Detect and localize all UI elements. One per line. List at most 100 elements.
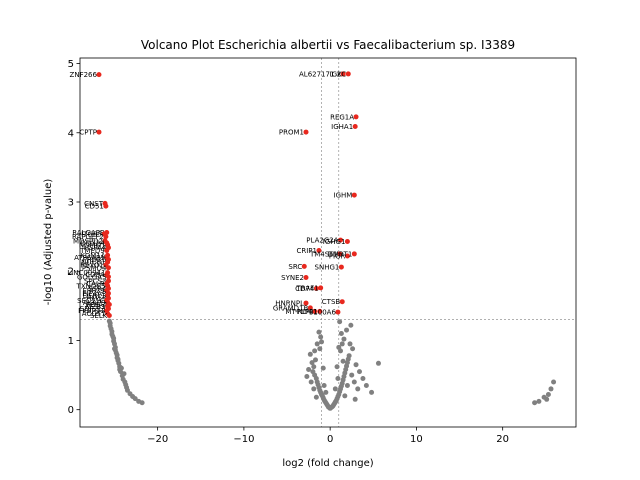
x-tick-label: 10: [410, 434, 423, 445]
gene-label: RALGAPB: [72, 229, 105, 237]
gene-label: PIGR: [329, 253, 346, 261]
gene-label: IGKC: [330, 70, 347, 78]
data-point: [548, 386, 554, 392]
data-point: [132, 396, 138, 402]
y-tick-label: 1: [68, 336, 74, 347]
gene-label: AKAP9: [83, 299, 106, 307]
data-point: [307, 351, 313, 357]
gene-label: FKBP11: [78, 307, 105, 315]
data-point: [112, 346, 118, 352]
y-tick-label: 5: [68, 59, 74, 70]
data-point: [139, 400, 145, 406]
significant-point: [303, 300, 309, 306]
data-point: [308, 379, 314, 385]
data-point: [338, 331, 344, 337]
gene-label: PRDX5: [83, 256, 107, 264]
y-tick-label: 3: [68, 198, 74, 209]
data-point: [124, 387, 130, 393]
significant-point: [351, 251, 357, 257]
gene-label: TMED9: [79, 247, 105, 255]
significant-point: [105, 265, 111, 271]
gene-label: MT-ND4: [285, 308, 313, 316]
data-point: [341, 336, 347, 342]
gene-label: RAPGEF2: [72, 233, 104, 241]
plot-frame: [79, 57, 577, 428]
data-point: [351, 379, 357, 385]
gene-label: CALR: [86, 280, 105, 288]
data-point: [536, 398, 542, 404]
gene-label: EIF4A3: [82, 290, 106, 298]
gene-label: TM4SF1: [309, 250, 338, 258]
x-axis-label: log2 (fold change): [282, 458, 373, 469]
gene-label: TRAF1: [296, 284, 319, 292]
gene-label: REG1A: [330, 113, 354, 121]
data-point: [369, 389, 375, 395]
data-point: [306, 367, 312, 373]
x-tick-label: 20: [496, 434, 509, 445]
data-point: [311, 386, 317, 392]
data-point: [336, 344, 342, 350]
significant-point: [335, 309, 341, 315]
data-point: [319, 339, 325, 345]
gene-label: SYNE2: [281, 274, 304, 282]
gene-label: REXO1: [80, 262, 104, 270]
significant-point: [317, 308, 323, 314]
significant-point: [103, 203, 109, 209]
y-tick-label: 4: [68, 128, 74, 139]
gene-label: CRIP1: [296, 247, 317, 255]
gene-label: GOLGA5: [77, 273, 107, 281]
data-point: [323, 389, 329, 395]
gene-label: ERP29: [82, 287, 104, 295]
gene-label: ITGB5: [81, 230, 102, 238]
gene-label: SDF2L1: [80, 305, 107, 313]
data-point: [349, 372, 355, 378]
data-point: [350, 346, 356, 352]
data-point: [360, 376, 366, 382]
significant-point: [344, 238, 350, 244]
significant-point: [313, 286, 319, 292]
gene-label: SELK: [90, 312, 108, 320]
significant-point: [338, 264, 344, 270]
gene-label: TXNDC5: [76, 282, 106, 290]
data-point: [348, 322, 354, 328]
x-tick-label: 0: [327, 434, 333, 445]
gene-label: SRC: [288, 263, 302, 271]
gene-label: DERL1: [83, 292, 106, 300]
x-tick-label: −10: [233, 434, 254, 445]
data-point: [375, 360, 381, 366]
y-tick-label: 2: [68, 267, 74, 278]
data-point: [353, 362, 359, 368]
data-point: [314, 341, 320, 347]
gene-label: HM13: [86, 295, 106, 303]
data-point: [340, 358, 346, 364]
data-point: [532, 400, 538, 406]
gene-label: HNRNPL: [275, 300, 304, 308]
significant-point: [104, 247, 110, 253]
significant-point: [339, 299, 345, 305]
gene-label: S100A6: [309, 309, 337, 317]
data-point: [312, 357, 318, 363]
gene-label: NUCB1: [81, 259, 106, 267]
significant-point: [106, 313, 112, 319]
data-point: [356, 369, 362, 375]
data-point: [334, 364, 340, 370]
gene-label: CNST: [84, 200, 104, 208]
significant-point: [318, 285, 324, 291]
gene-label: IGHG1: [323, 238, 346, 246]
significant-point: [352, 124, 358, 130]
gene-label: IGHA1: [331, 123, 353, 131]
significant-point: [307, 305, 313, 311]
gene-label: ATP6AP1: [74, 254, 105, 262]
data-point: [332, 386, 338, 392]
data-point: [346, 353, 352, 359]
data-point: [311, 364, 317, 370]
data-point: [339, 341, 345, 347]
significant-point: [312, 308, 318, 314]
data-point: [335, 376, 341, 382]
data-point: [321, 382, 327, 388]
data-point: [344, 327, 350, 333]
data-point: [118, 365, 124, 371]
significant-point: [103, 234, 109, 240]
data-point: [337, 319, 343, 325]
gene-label: PDIA4: [86, 301, 107, 309]
